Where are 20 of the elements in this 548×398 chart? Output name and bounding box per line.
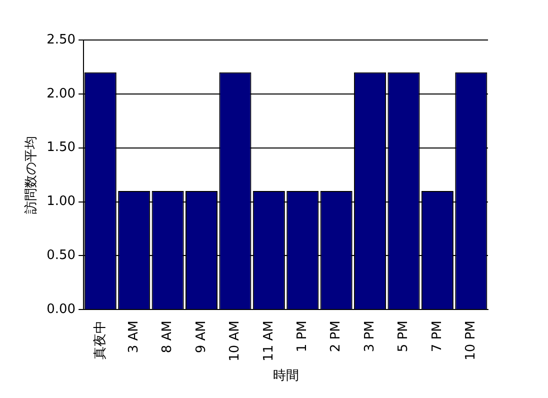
y-tick-label: 0.50 bbox=[46, 248, 76, 264]
x-tick-label: 2 PM bbox=[328, 320, 344, 352]
y-tick-label: 1.00 bbox=[46, 194, 76, 210]
x-axis-title: 時間 bbox=[272, 368, 299, 384]
x-tick-label: 3 PM bbox=[362, 320, 378, 352]
x-tick-label: 10 PM bbox=[464, 320, 479, 360]
y-tick-label: 2.00 bbox=[46, 86, 76, 102]
x-tick-label: 3 AM bbox=[126, 320, 142, 354]
x-tick-label: 7 PM bbox=[430, 320, 445, 352]
x-tick-label: 8 AM bbox=[160, 320, 176, 354]
x-tick-label: 真夜中 bbox=[92, 320, 108, 360]
x-tick-label: 5 PM bbox=[396, 320, 412, 352]
x-tick-label: 10 AM bbox=[228, 320, 243, 362]
x-tick-label: 1 PM bbox=[295, 320, 310, 352]
y-tick-label: 1.50 bbox=[46, 140, 76, 156]
x-tick-label: 9 AM bbox=[194, 320, 209, 354]
y-tick-label: 0.00 bbox=[46, 302, 76, 317]
x-tick-label: 11 AM bbox=[261, 320, 276, 362]
y-axis-title: 訪問数の平均 bbox=[24, 136, 40, 214]
y-tick-label: 2.50 bbox=[46, 32, 76, 48]
